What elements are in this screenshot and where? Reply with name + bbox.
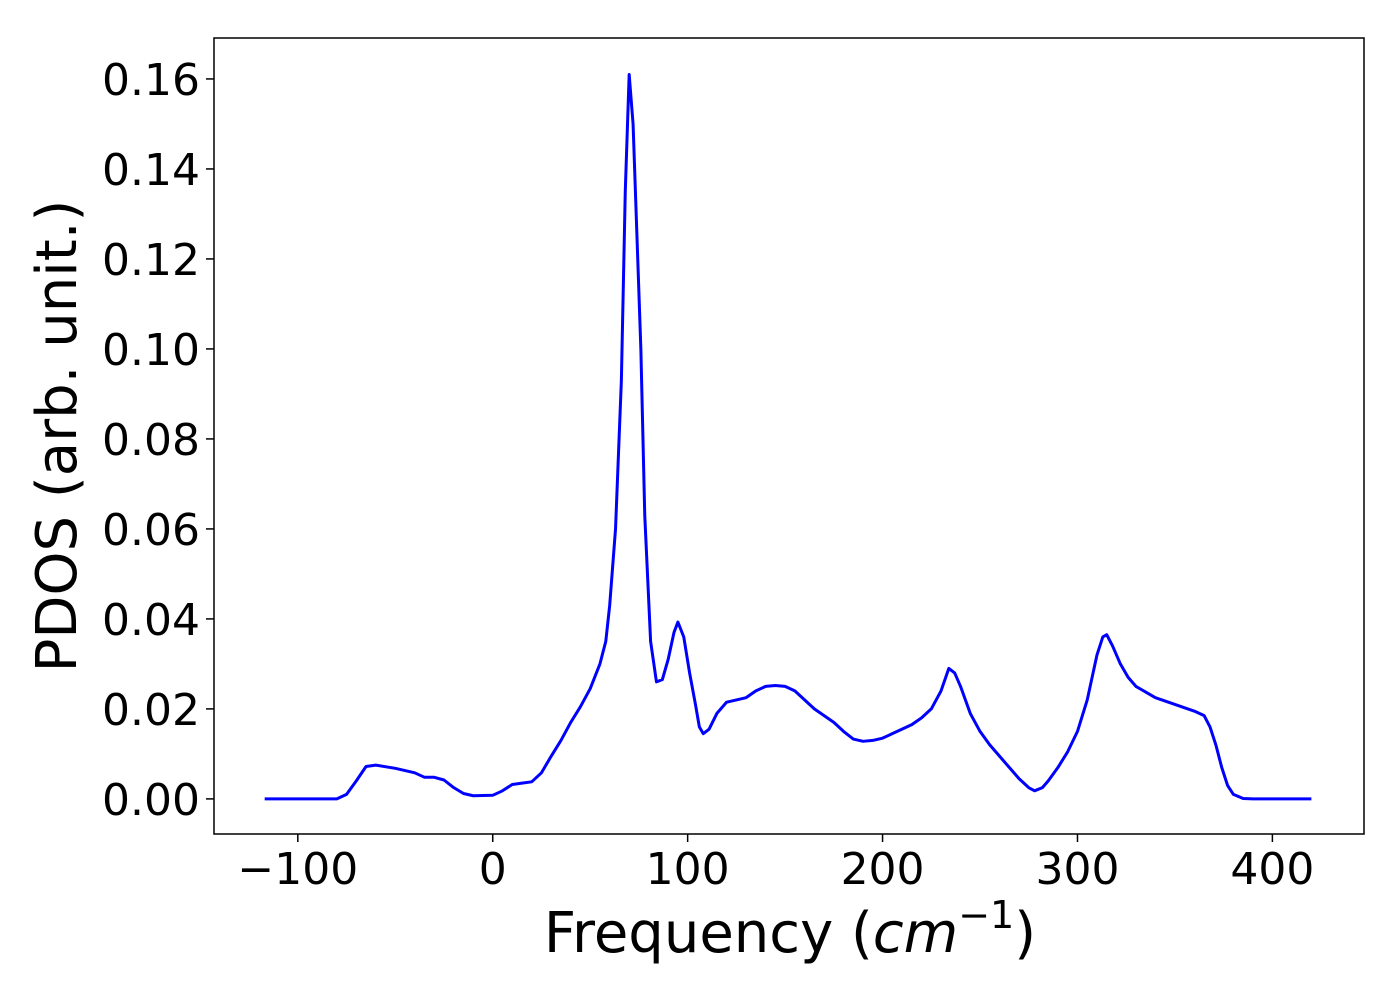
y-tick-label: 0.06 (102, 505, 200, 556)
x-axis-label: Frequency (cm−1) (544, 893, 1036, 966)
x-label-text: Frequency ( (544, 901, 873, 966)
x-tick-label: 0 (479, 844, 507, 895)
y-tick-label: 0.14 (102, 145, 200, 196)
x-tick-label: 300 (1035, 844, 1119, 895)
x-tick-label: −100 (237, 844, 358, 895)
x-label-end: ) (1014, 901, 1036, 966)
y-tick-label: 0.10 (102, 325, 200, 376)
x-label-italic: cm (873, 901, 958, 966)
x-tick-label: 100 (646, 844, 730, 895)
y-tick-label: 0.08 (102, 415, 200, 466)
x-tick-label: 200 (841, 844, 925, 895)
x-tick-label: 400 (1230, 844, 1314, 895)
data-line (264, 72, 1312, 801)
y-tick-label: 0.02 (102, 685, 200, 736)
y-axis-label: PDOS (arb. unit.) (25, 200, 90, 673)
y-tick-label: 0.04 (102, 595, 200, 646)
y-tick-label: 0.16 (102, 55, 200, 106)
plot-frame (213, 37, 1365, 835)
x-label-sup: −1 (958, 893, 1014, 937)
y-tick-label: 0.00 (102, 775, 200, 826)
y-tick-label: 0.12 (102, 235, 200, 286)
